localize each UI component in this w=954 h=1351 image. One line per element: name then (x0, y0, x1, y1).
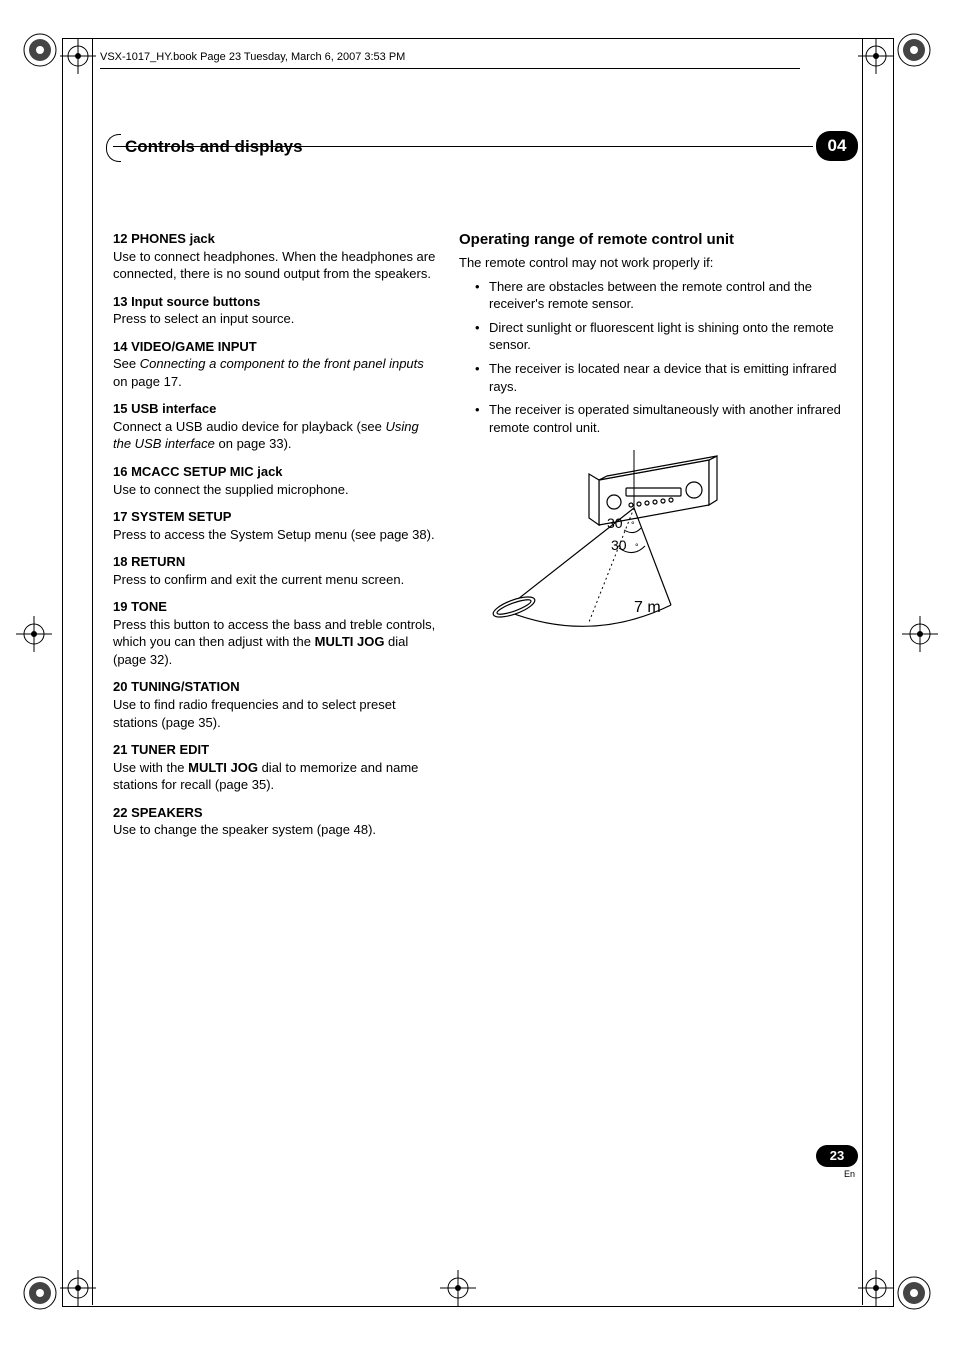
crosshair-icon (14, 614, 54, 654)
subsection-intro: The remote control may not work properly… (459, 254, 844, 272)
entry-text-span: Use to connect headphones. When the head… (113, 249, 435, 282)
entry-heading: 16 MCACC SETUP MIC jack (113, 463, 438, 481)
entry-item: 18 RETURNPress to confirm and exit the c… (113, 553, 438, 588)
entry-text-span: on page 33). (215, 436, 292, 451)
entry-heading: 20 TUNING/STATION (113, 678, 438, 696)
section-bar-line (113, 146, 813, 147)
entry-body: Press to access the System Setup menu (s… (113, 526, 438, 544)
entry-item: 16 MCACC SETUP MIC jackUse to connect th… (113, 463, 438, 498)
entry-text-span: MULTI JOG (315, 634, 385, 649)
remote-range-diagram: 30 ° 30 ° 7 m (459, 450, 799, 640)
svg-text:30: 30 (611, 537, 627, 553)
entry-body: Use to find radio frequencies and to sel… (113, 696, 438, 731)
entry-body: Use to change the speaker system (page 4… (113, 821, 438, 839)
bullet-item: Direct sunlight or fluorescent light is … (475, 319, 844, 354)
crosshair-icon (900, 614, 940, 654)
entry-text-span: Press to confirm and exit the current me… (113, 572, 404, 587)
entry-heading: 19 TONE (113, 598, 438, 616)
registration-mark-bl (22, 1275, 58, 1311)
crop-line (862, 38, 863, 1305)
entry-text-span: Use to connect the supplied microphone. (113, 482, 349, 497)
page-number-badge: 23 (816, 1145, 858, 1167)
left-column: 12 PHONES jackUse to connect headphones.… (113, 230, 438, 849)
entry-text-span: Press to select an input source. (113, 311, 294, 326)
entry-text-span: Press to access the System Setup menu (s… (113, 527, 435, 542)
crop-line (92, 38, 93, 1305)
entry-item: 21 TUNER EDITUse with the MULTI JOG dial… (113, 741, 438, 794)
entry-item: 22 SPEAKERSUse to change the speaker sys… (113, 804, 438, 839)
svg-text:30: 30 (607, 515, 623, 531)
entry-heading: 14 VIDEO/GAME INPUT (113, 338, 438, 356)
svg-text:7 m: 7 m (634, 599, 661, 616)
entry-item: 20 TUNING/STATIONUse to find radio frequ… (113, 678, 438, 731)
bullet-item: The receiver is located near a device th… (475, 360, 844, 395)
entry-heading: 18 RETURN (113, 553, 438, 571)
entry-text-span: Connect a USB audio device for playback … (113, 419, 385, 434)
registration-mark-tr (896, 32, 932, 68)
section-bar: Controls and displays (113, 134, 842, 160)
bullet-list: There are obstacles between the remote c… (475, 278, 844, 436)
entry-heading: 21 TUNER EDIT (113, 741, 438, 759)
entry-text-span: See (113, 356, 140, 371)
entry-heading: 13 Input source buttons (113, 293, 438, 311)
entry-body: Use with the MULTI JOG dial to memorize … (113, 759, 438, 794)
entry-body: Press to confirm and exit the current me… (113, 571, 438, 589)
subsection-heading: Operating range of remote control unit (459, 230, 844, 250)
entry-text-span: MULTI JOG (188, 760, 258, 775)
entry-body: See Connecting a component to the front … (113, 355, 438, 390)
entry-heading: 22 SPEAKERS (113, 804, 438, 822)
page-language: En (844, 1168, 855, 1180)
registration-mark-tl (22, 32, 58, 68)
registration-mark-br (896, 1275, 932, 1311)
book-header-info: VSX-1017_HY.book Page 23 Tuesday, March … (100, 50, 800, 69)
entry-text-span: Use to change the speaker system (page 4… (113, 822, 376, 837)
entry-body: Press this button to access the bass and… (113, 616, 438, 669)
entry-text-span: Use to find radio frequencies and to sel… (113, 697, 396, 730)
entry-text-span: Connecting a component to the front pane… (140, 356, 424, 371)
entry-body: Use to connect the supplied microphone. (113, 481, 438, 499)
entry-item: 14 VIDEO/GAME INPUTSee Connecting a comp… (113, 338, 438, 391)
entry-item: 15 USB interfaceConnect a USB audio devi… (113, 400, 438, 453)
entry-heading: 15 USB interface (113, 400, 438, 418)
bullet-item: The receiver is operated simultaneously … (475, 401, 844, 436)
svg-text:°: ° (635, 542, 639, 552)
entry-body: Use to connect headphones. When the head… (113, 248, 438, 283)
entry-text-span: on page 17. (113, 374, 182, 389)
bullet-item: There are obstacles between the remote c… (475, 278, 844, 313)
entry-text-span: Use with the (113, 760, 188, 775)
entry-body: Press to select an input source. (113, 310, 438, 328)
svg-text:°: ° (631, 520, 635, 530)
entry-item: 13 Input source buttonsPress to select a… (113, 293, 438, 328)
entry-heading: 12 PHONES jack (113, 230, 438, 248)
chapter-number-badge: 04 (816, 131, 858, 161)
entry-heading: 17 SYSTEM SETUP (113, 508, 438, 526)
right-column: Operating range of remote control unit T… (459, 230, 844, 640)
entry-item: 19 TONEPress this button to access the b… (113, 598, 438, 668)
entry-item: 12 PHONES jackUse to connect headphones.… (113, 230, 438, 283)
entry-body: Connect a USB audio device for playback … (113, 418, 438, 453)
entry-item: 17 SYSTEM SETUPPress to access the Syste… (113, 508, 438, 543)
